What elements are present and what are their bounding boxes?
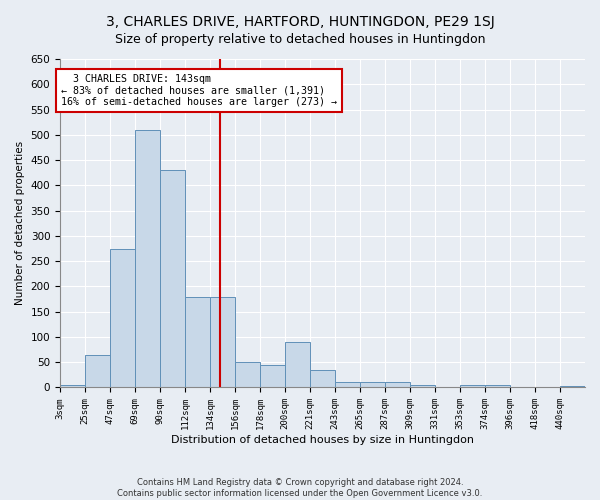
Bar xyxy=(560,386,585,388)
Text: Size of property relative to detached houses in Huntingdon: Size of property relative to detached ho… xyxy=(115,32,485,46)
Bar xyxy=(135,130,160,388)
Bar xyxy=(260,364,285,388)
Text: 3, CHARLES DRIVE, HARTFORD, HUNTINGDON, PE29 1SJ: 3, CHARLES DRIVE, HARTFORD, HUNTINGDON, … xyxy=(106,15,494,29)
Bar xyxy=(385,382,410,388)
Bar xyxy=(410,385,435,388)
Bar xyxy=(110,248,135,388)
Bar xyxy=(160,170,185,388)
Bar xyxy=(485,385,510,388)
X-axis label: Distribution of detached houses by size in Huntingdon: Distribution of detached houses by size … xyxy=(171,435,474,445)
Y-axis label: Number of detached properties: Number of detached properties xyxy=(15,141,25,306)
Bar xyxy=(310,370,335,388)
Bar xyxy=(210,296,235,388)
Text: Contains HM Land Registry data © Crown copyright and database right 2024.
Contai: Contains HM Land Registry data © Crown c… xyxy=(118,478,482,498)
Bar xyxy=(360,382,385,388)
Bar xyxy=(460,385,485,388)
Bar xyxy=(335,382,360,388)
Bar xyxy=(235,362,260,388)
Bar xyxy=(85,354,110,388)
Bar xyxy=(285,342,310,388)
Text: 3 CHARLES DRIVE: 143sqm  
← 83% of detached houses are smaller (1,391)
16% of se: 3 CHARLES DRIVE: 143sqm ← 83% of detache… xyxy=(61,74,337,107)
Bar xyxy=(60,385,85,388)
Bar xyxy=(185,296,210,388)
